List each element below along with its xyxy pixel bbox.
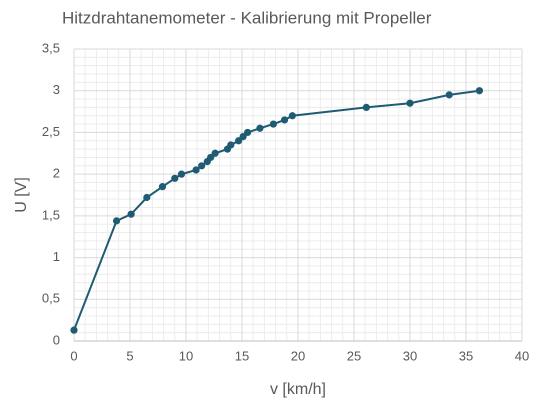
y-axis-label: U [V]	[13, 177, 30, 213]
data-point	[112, 217, 121, 225]
x-tick-label: 30	[403, 348, 417, 363]
data-point	[127, 210, 135, 218]
data-point	[177, 170, 186, 178]
data-point	[269, 120, 277, 128]
data-point	[70, 326, 78, 334]
data-point	[158, 183, 167, 191]
x-tick-label: 40	[515, 348, 529, 363]
data-point	[256, 124, 264, 132]
y-tick-label: 1	[53, 249, 60, 264]
data-point	[171, 174, 179, 182]
y-tick-label: 3,5	[42, 40, 60, 55]
data-point	[475, 87, 484, 95]
data-point	[280, 116, 289, 124]
data-point	[406, 99, 414, 107]
data-point	[211, 149, 219, 157]
x-tick-label: 5	[126, 348, 133, 363]
data-point	[198, 162, 206, 170]
x-tick-label: 35	[459, 348, 473, 363]
y-tick-label: 1,5	[42, 207, 60, 222]
y-tick-label: 2,5	[42, 124, 60, 139]
data-point	[244, 128, 252, 137]
y-tick-label: 0	[53, 332, 60, 347]
y-tick-label: 2	[53, 166, 60, 181]
data-point	[227, 141, 235, 149]
y-tick-label: 3	[53, 82, 60, 97]
data-line	[73, 89, 480, 331]
x-tick-label: 0	[70, 348, 77, 363]
x-tick-label: 25	[347, 348, 361, 363]
chart-title: Hitzdrahtanemometer - Kalibrierung mit P…	[62, 8, 432, 27]
data-point	[362, 103, 370, 111]
y-tick-label: 0,5	[42, 291, 60, 306]
x-axis-label: v [km/h]	[270, 381, 326, 398]
data-point	[445, 91, 453, 99]
data-point	[192, 166, 200, 174]
data-point	[288, 112, 296, 120]
x-tick-label: 10	[179, 348, 193, 363]
x-tick-label: 20	[291, 348, 305, 363]
data-point	[143, 193, 151, 202]
x-tick-label: 15	[235, 348, 249, 363]
